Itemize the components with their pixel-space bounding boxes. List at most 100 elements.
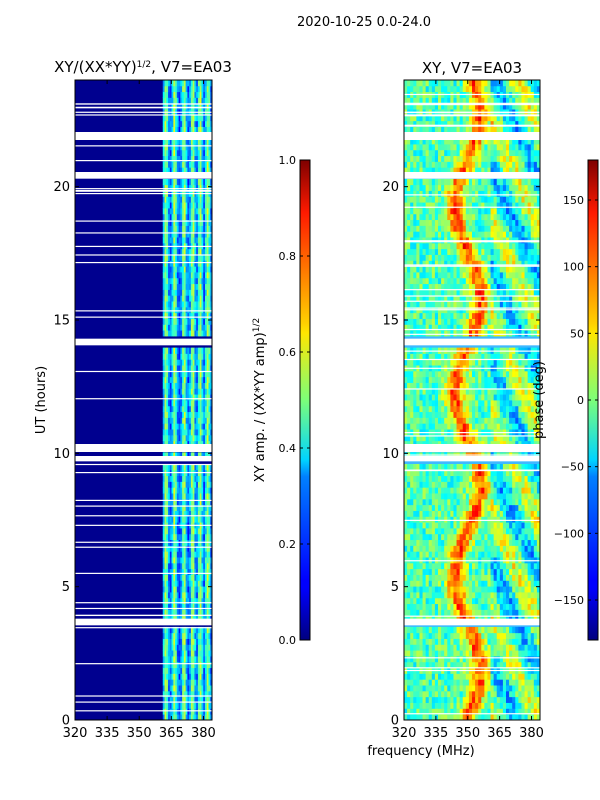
- amplitude-heatmap-cell: [210, 493, 213, 500]
- amplitude-heatmap-cell: [176, 516, 179, 523]
- amplitude-heatmap-cell: [194, 144, 197, 151]
- amplitude-heatmap-cell: [208, 597, 211, 605]
- amplitude-heatmap-cell: [199, 696, 202, 703]
- amplitude-heatmap-cell: [192, 609, 195, 616]
- phase-heatmap-cell: [493, 679, 498, 686]
- amplitude-heatmap-cell: [162, 324, 165, 331]
- amplitude-heatmap-cell: [201, 696, 204, 703]
- phase-heatmap-cell: [416, 586, 420, 593]
- phase-heatmap-cell: [533, 708, 538, 715]
- amplitude-heatmap-cell: [166, 359, 169, 366]
- amplitude-heatmap-cell: [208, 516, 211, 523]
- amplitude-heatmap-cell: [194, 347, 197, 354]
- phase-heatmap-cell: [413, 650, 417, 657]
- amplitude-heatmap-cell: [171, 225, 174, 232]
- phase-heatmap-cell: [456, 673, 461, 680]
- phase-heatmap-cell: [484, 487, 488, 494]
- amplitude-heatmap-cell: [192, 423, 195, 430]
- amplitude-heatmap-cell: [199, 533, 202, 541]
- amplitude-heatmap-cell: [190, 638, 194, 645]
- phase-heatmap-cell: [425, 638, 430, 645]
- phase-heatmap-cell: [524, 440, 529, 447]
- phase-heatmap-cell: [518, 562, 522, 570]
- phase-heatmap-cell: [419, 708, 423, 715]
- amplitude-heatmap-cell: [190, 91, 194, 98]
- phase-heatmap-cell: [468, 626, 473, 634]
- amplitude-heatmap-cell: [162, 144, 165, 151]
- amplitude-heatmap-cell: [175, 318, 178, 325]
- amplitude-heatmap-cell: [173, 196, 176, 203]
- amplitude-heatmap-cell: [187, 702, 190, 709]
- amplitude-heatmap-cell: [204, 155, 208, 162]
- amplitude-heatmap-cell: [204, 248, 208, 255]
- amplitude-heatmap-cell: [189, 120, 192, 127]
- amplitude-heatmap-cell: [173, 301, 176, 308]
- phase-heatmap-cell: [450, 661, 454, 669]
- amplitude-heatmap-cell: [206, 202, 209, 209]
- amplitude-heatmap-cell: [171, 202, 174, 209]
- amplitude-heatmap-cell: [173, 568, 176, 575]
- phase-heatmap-cell: [407, 650, 411, 657]
- amplitude-heatmap-cell: [162, 696, 165, 703]
- amplitude-heatmap-cell: [169, 167, 172, 174]
- phase-heatmap-cell: [496, 510, 501, 517]
- amplitude-heatmap-cell: [201, 644, 204, 651]
- amplitude-heatmap-cell: [162, 254, 165, 261]
- amplitude-heatmap-cell: [194, 405, 197, 413]
- phase-heatmap-cell: [465, 580, 470, 587]
- phase-heatmap-cell: [419, 434, 423, 442]
- phase-heatmap-cell: [490, 493, 495, 500]
- amplitude-heatmap-cell: [194, 260, 197, 267]
- amplitude-heatmap-cell: [197, 208, 201, 215]
- phase-heatmap-cell: [527, 504, 532, 511]
- phase-heatmap-cell: [410, 551, 414, 558]
- phase-heatmap-cell: [481, 498, 485, 506]
- phase-heatmap-cell: [499, 440, 504, 447]
- phase-heatmap-cell: [487, 562, 491, 570]
- amplitude-heatmap-cell: [201, 219, 204, 226]
- amplitude-heatmap-cell: [199, 318, 202, 325]
- phase-heatmap-cell: [444, 574, 448, 581]
- amplitude-heatmap-cell: [162, 208, 165, 215]
- phase-heatmap-cell: [465, 609, 470, 616]
- phase-heatmap-cell: [493, 481, 498, 488]
- amplitude-heatmap-cell: [190, 254, 194, 261]
- amplitude-heatmap-cell: [187, 400, 190, 407]
- amplitude-heatmap-cell: [194, 138, 197, 145]
- amplitude-heatmap-cell: [168, 272, 171, 279]
- amplitude-heatmap-cell: [192, 167, 195, 174]
- amplitude-heatmap-cell: [182, 411, 185, 418]
- phase-heatmap-cell: [487, 498, 491, 506]
- phase-heatmap-cell: [428, 597, 433, 605]
- amplitude-heatmap-cell: [176, 283, 179, 290]
- amplitude-heatmap-cell: [180, 557, 183, 564]
- phase-heatmap-cell: [456, 504, 461, 511]
- amplitude-heatmap-cell: [187, 91, 190, 98]
- amplitude-heatmap-cell: [176, 347, 179, 354]
- amplitude-heatmap-cell: [196, 114, 199, 122]
- amplitude-heatmap-cell: [162, 626, 165, 634]
- phase-heatmap-cell: [404, 702, 408, 709]
- amplitude-heatmap-cell: [199, 528, 202, 535]
- amplitude-heatmap-cell: [169, 213, 172, 221]
- amplitude-heatmap-cell: [190, 138, 194, 145]
- phase-heatmap-cell: [484, 580, 488, 587]
- amplitude-heatmap-cell: [201, 283, 204, 290]
- phase-heatmap-cell: [413, 673, 417, 680]
- phase-heatmap-cell: [404, 638, 408, 645]
- amplitude-heatmap-cell: [196, 353, 199, 360]
- phase-heatmap-cell: [459, 603, 464, 610]
- amplitude-heatmap-cell: [183, 452, 187, 459]
- phase-heatmap-cell: [453, 504, 457, 511]
- amplitude-heatmap-cell: [173, 685, 176, 692]
- phase-heatmap-cell: [518, 597, 522, 605]
- phase-heatmap-cell: [410, 679, 414, 686]
- phase-heatmap-cell: [499, 615, 504, 622]
- amplitude-heatmap-cell: [190, 330, 194, 337]
- phase-heatmap-cell: [524, 580, 529, 587]
- phase-heatmap-cell: [478, 487, 482, 494]
- amplitude-heatmap-cell: [194, 533, 197, 541]
- amplitude-heatmap-cell: [166, 388, 169, 395]
- phase-heatmap-cell: [413, 586, 417, 593]
- phase-heatmap-cell: [459, 545, 464, 552]
